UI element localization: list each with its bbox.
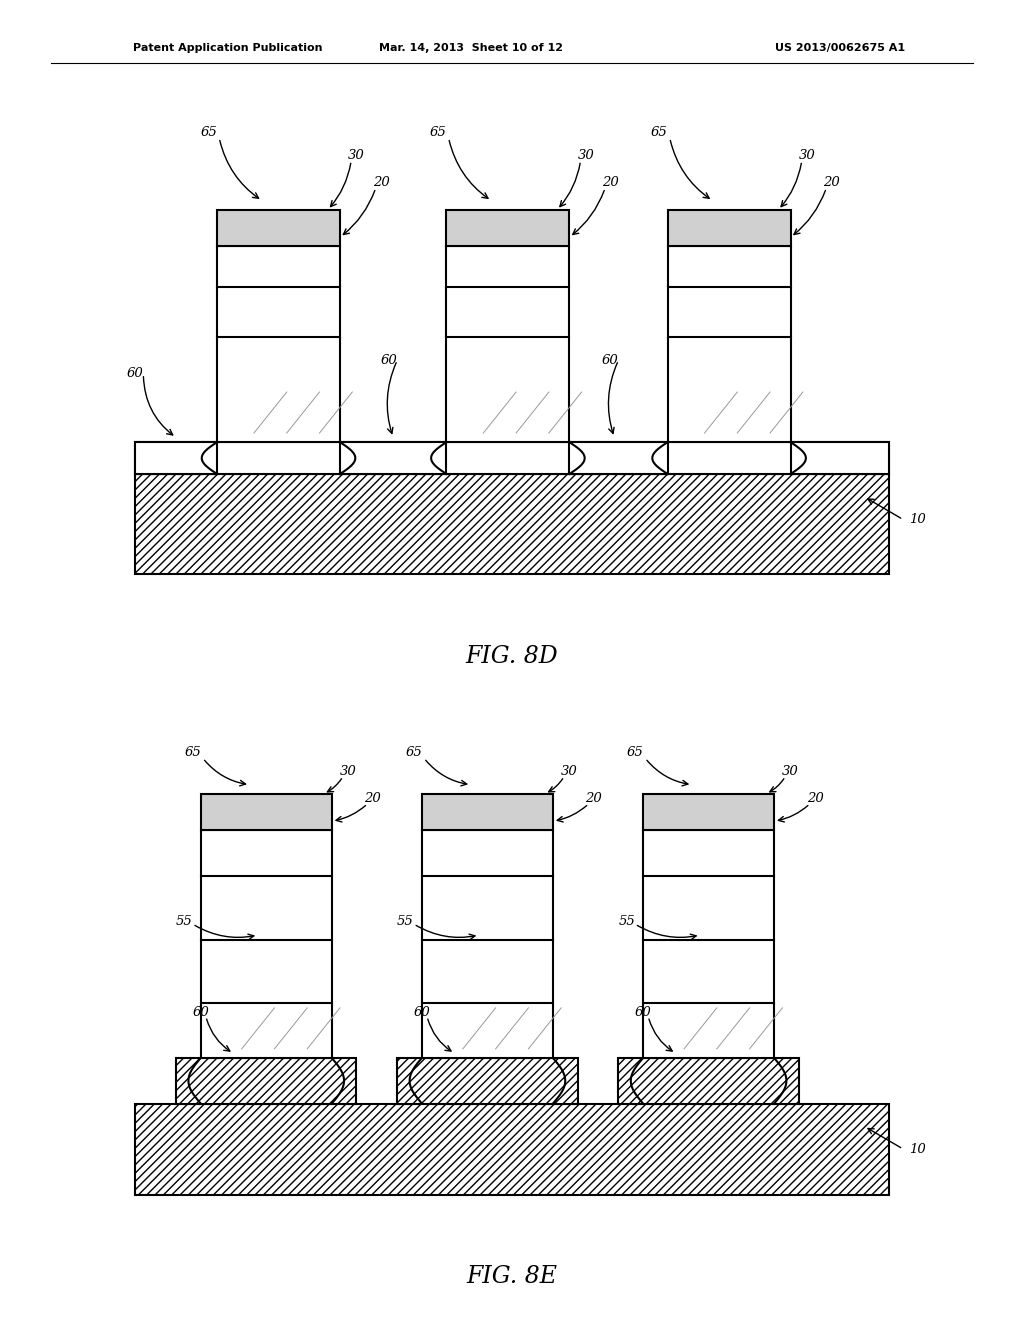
Polygon shape — [791, 442, 889, 474]
Polygon shape — [135, 442, 217, 474]
Polygon shape — [201, 830, 332, 1059]
Polygon shape — [422, 830, 553, 1059]
Text: 30: 30 — [578, 149, 594, 162]
Polygon shape — [340, 442, 446, 474]
Polygon shape — [135, 1104, 889, 1195]
Polygon shape — [217, 247, 340, 442]
Text: 60: 60 — [193, 1006, 209, 1019]
Polygon shape — [135, 474, 889, 574]
Text: 20: 20 — [365, 792, 381, 805]
Polygon shape — [422, 793, 553, 830]
Text: 10: 10 — [909, 1143, 926, 1155]
Polygon shape — [643, 830, 774, 1059]
Text: 30: 30 — [782, 764, 799, 777]
Polygon shape — [135, 442, 889, 474]
Text: FIG. 8D: FIG. 8D — [466, 644, 558, 668]
Polygon shape — [217, 210, 340, 247]
Polygon shape — [397, 1059, 578, 1104]
Text: 65: 65 — [201, 125, 217, 139]
Text: 55: 55 — [397, 915, 414, 928]
Text: 65: 65 — [430, 125, 446, 139]
Polygon shape — [618, 1059, 799, 1104]
Text: 20: 20 — [823, 176, 840, 189]
Polygon shape — [176, 1059, 356, 1104]
Text: FIG. 8E: FIG. 8E — [467, 1265, 557, 1288]
Text: US 2013/0062675 A1: US 2013/0062675 A1 — [774, 42, 905, 53]
Text: 20: 20 — [602, 176, 618, 189]
Text: 60: 60 — [602, 354, 618, 367]
Text: 30: 30 — [340, 764, 356, 777]
Text: 65: 65 — [627, 746, 643, 759]
Text: 60: 60 — [127, 367, 143, 380]
Text: 65: 65 — [184, 746, 201, 759]
Text: 55: 55 — [176, 915, 193, 928]
Text: Patent Application Publication: Patent Application Publication — [133, 42, 323, 53]
Text: 30: 30 — [799, 149, 815, 162]
Text: 60: 60 — [414, 1006, 430, 1019]
Text: 20: 20 — [373, 176, 389, 189]
Text: Mar. 14, 2013  Sheet 10 of 12: Mar. 14, 2013 Sheet 10 of 12 — [379, 42, 563, 53]
Text: 30: 30 — [348, 149, 365, 162]
Text: 20: 20 — [807, 792, 823, 805]
Text: 10: 10 — [909, 513, 926, 527]
Polygon shape — [446, 210, 569, 247]
Text: 65: 65 — [406, 746, 422, 759]
Polygon shape — [201, 793, 332, 830]
Text: 65: 65 — [651, 125, 668, 139]
Text: 20: 20 — [586, 792, 602, 805]
Polygon shape — [668, 210, 791, 247]
Text: 60: 60 — [381, 354, 397, 367]
Polygon shape — [643, 793, 774, 830]
Text: 55: 55 — [618, 915, 635, 928]
Polygon shape — [446, 247, 569, 442]
Polygon shape — [668, 247, 791, 442]
Text: 30: 30 — [561, 764, 578, 777]
Text: 60: 60 — [635, 1006, 651, 1019]
Polygon shape — [569, 442, 668, 474]
